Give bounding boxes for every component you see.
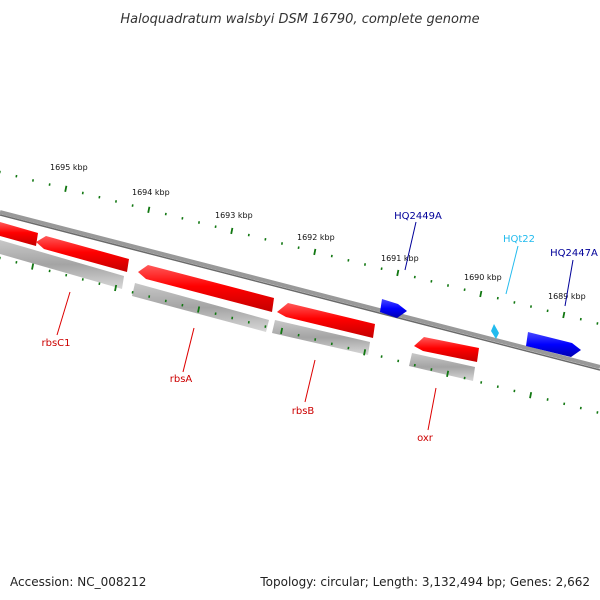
scale-tick	[197, 306, 201, 313]
genome-summary-text: Topology: circular; Length: 3,132,494 bp…	[259, 575, 590, 589]
ruler-tick	[479, 290, 483, 298]
ruler-tick	[64, 185, 68, 192]
kbp-label-1692: 1692 kbp	[297, 233, 335, 242]
gene-arrow-oxr[interactable]	[414, 337, 479, 362]
ruler-tick	[230, 227, 234, 235]
gene-arrow-rbsC1-left[interactable]	[0, 222, 38, 246]
genome-title: Haloquadratum walsbyi DSM 16790, complet…	[120, 12, 479, 27]
scale-tick	[31, 263, 35, 270]
kbp-ruler-labels: 1695 kbp 1694 kbp 1693 kbp 1692 kbp 1691…	[50, 163, 586, 301]
gene-shadow-rbsB	[272, 320, 370, 355]
ruler-tick	[313, 248, 317, 256]
gene-shadow-rbsC1	[0, 240, 124, 289]
genome-backbone	[0, 210, 600, 371]
gene-arrow-rbsA[interactable]	[138, 265, 274, 312]
gene-arrow-HQ2449A[interactable]	[380, 299, 407, 318]
kbp-label-1690: 1690 kbp	[464, 273, 502, 282]
kbp-label-1694: 1694 kbp	[132, 188, 170, 197]
gene-label-HQ2449A[interactable]: HQ2449A	[394, 211, 442, 222]
gene-leader-lines	[56, 221, 574, 431]
ruler-tick	[396, 269, 400, 277]
gene-arrow-HQ2447A[interactable]	[526, 332, 581, 357]
scale-ticks	[0, 170, 599, 414]
scale-tick	[280, 327, 284, 335]
scale-tick	[363, 349, 367, 356]
gene-label-HQ2447A[interactable]: HQ2447A	[550, 248, 598, 259]
scale-tick	[114, 284, 118, 292]
gene-label-rbsB[interactable]: rbsB	[292, 406, 315, 417]
trna-marker-HQt22[interactable]	[491, 324, 499, 339]
gene-labels: rbsC1 rbsA rbsB oxr HQ2449A HQt22 HQ2447…	[41, 211, 598, 444]
scale-tick	[446, 370, 450, 377]
ruler-tick	[147, 206, 151, 213]
kbp-label-1693: 1693 kbp	[215, 211, 253, 220]
scale-tick	[529, 392, 533, 399]
gene-label-rbsA[interactable]: rbsA	[170, 374, 193, 385]
gene-arrow-rbsC1[interactable]	[36, 236, 129, 272]
gene-label-HQt22[interactable]: HQt22	[503, 234, 535, 245]
accession-text: Accession: NC_008212	[10, 575, 146, 589]
gene-shadow-rbsA	[132, 283, 269, 332]
gene-label-oxr[interactable]: oxr	[417, 433, 434, 444]
gene-shadow-oxr	[409, 353, 475, 381]
kbp-label-1691: 1691 kbp	[381, 254, 419, 263]
kbp-label-1695: 1695 kbp	[50, 163, 88, 172]
ruler-tick	[562, 311, 566, 319]
gene-label-rbsC1[interactable]: rbsC1	[41, 338, 70, 349]
gene-arrow-rbsB[interactable]	[277, 303, 375, 338]
